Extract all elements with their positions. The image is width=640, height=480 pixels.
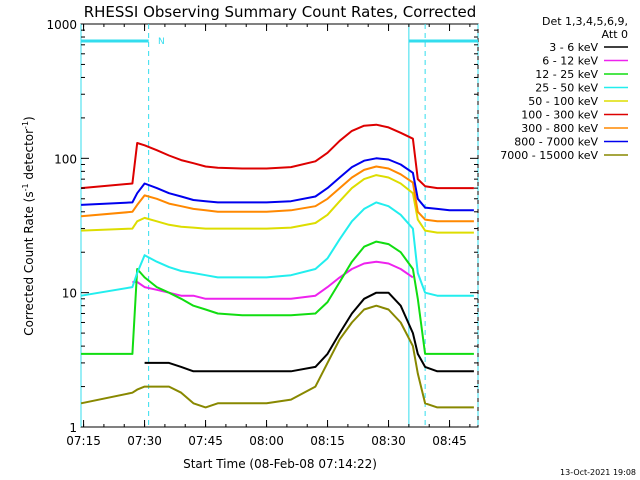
series-line: [80, 201, 474, 297]
legend-entry-label: 7000 - 15000 keV: [500, 149, 598, 162]
x-tick-label: 07:45: [188, 434, 223, 448]
y-tick-label: 1000: [46, 18, 77, 32]
footer-date: 13-Oct-2021 19:08: [560, 468, 636, 477]
legend-detectors: Det 1,3,4,5,6,9,: [542, 15, 628, 28]
series-line: [81, 157, 474, 212]
legend-entry-label: 6 - 12 keV: [542, 55, 598, 68]
legend-entry-label: 800 - 7000 keV: [514, 136, 598, 149]
plot-frame: [80, 23, 479, 428]
legend-entry-label: 25 - 50 keV: [535, 82, 598, 95]
series-line: [81, 240, 474, 355]
legend-attenuator: Att 0: [602, 28, 628, 41]
x-tick-label: 07:30: [127, 434, 162, 448]
series-line: [81, 165, 474, 223]
legend-entry-label: 300 - 800 keV: [521, 122, 598, 135]
legend-entry-label: 50 - 100 keV: [528, 95, 598, 108]
x-tick-label: 08:45: [432, 434, 467, 448]
y-tick-label: 1: [69, 421, 77, 435]
y-tick-label: 10: [62, 287, 77, 301]
y-axis-label-sup2: -1: [21, 121, 30, 129]
series-line: [80, 304, 474, 409]
x-tick-label: 08:00: [249, 434, 284, 448]
legend-entry-label: 3 - 6 keV: [549, 41, 598, 54]
tick-layer: 07:15 07:30 07:45 08:00 08:15 08:30 08:45 1 10 10…: [46, 18, 478, 448]
series-line: [81, 123, 474, 190]
y-axis-label-sup1: -1: [21, 183, 30, 191]
x-tick-label: 07:15: [66, 434, 101, 448]
series-layer: [80, 123, 474, 409]
legend-entry-label: 12 - 25 keV: [535, 68, 598, 81]
y-axis-label: Corrected Count Rate (s-1 detector-1): [21, 116, 36, 335]
legend-entry-label: 100 - 300 keV: [521, 109, 598, 122]
y-axis-label-main: Corrected Count Rate (s: [22, 191, 36, 335]
flag-label: N: [158, 37, 165, 47]
x-tick-label: 08:15: [310, 434, 345, 448]
x-tick-label: 08:30: [371, 434, 406, 448]
y-axis-label-end: ): [22, 116, 36, 121]
y-tick-label: 100: [54, 152, 77, 166]
series-line: [132, 260, 414, 300]
x-axis-label: Start Time (08-Feb-08 07:14:22): [183, 457, 377, 471]
series-line: [81, 174, 474, 234]
chart-title: RHESSI Observing Summary Count Rates, Co…: [84, 3, 477, 21]
series-line: [144, 291, 474, 373]
marker-layer: [80, 24, 479, 427]
y-axis-label-mid: detector: [22, 129, 36, 184]
